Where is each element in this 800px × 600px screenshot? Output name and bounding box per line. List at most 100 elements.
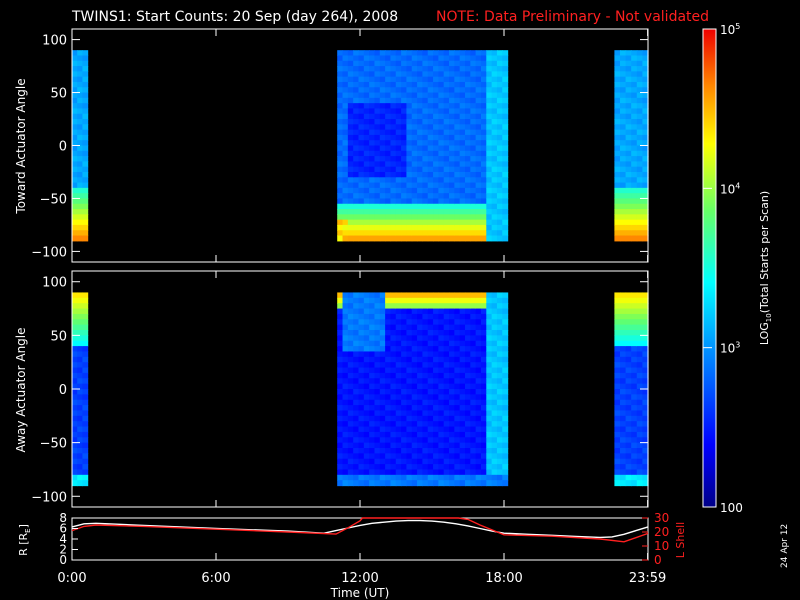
heatmap-cell [475, 356, 482, 363]
heatmap-cell [337, 193, 344, 200]
heatmap-cell [358, 108, 365, 115]
heatmap-cell [363, 346, 370, 353]
heatmap-cell [401, 81, 408, 88]
heatmap-cell [459, 66, 466, 72]
heatmap-cell [465, 198, 471, 205]
heatmap-cell [401, 330, 408, 336]
heatmap-cell [631, 469, 638, 476]
heatmap-cell [636, 81, 643, 88]
heatmap-cell [342, 219, 349, 226]
heatmap-cell [636, 421, 643, 428]
heatmap-cell [82, 124, 89, 131]
heatmap-cell [395, 426, 402, 433]
heatmap-cell [475, 113, 482, 120]
heatmap-cell [433, 108, 439, 115]
heatmap-cell [620, 308, 627, 315]
heatmap-cell [475, 156, 482, 162]
heatmap-cell [470, 108, 477, 115]
heatmap-cell [433, 224, 439, 231]
heatmap-cell [385, 480, 392, 487]
heatmap-cell [427, 203, 434, 210]
heatmap-cell [390, 319, 397, 326]
heatmap-cell [379, 81, 386, 88]
heatmap-cell [502, 383, 509, 390]
heatmap-cell [77, 124, 83, 131]
heatmap-cell [502, 431, 509, 438]
heatmap-cell [480, 209, 487, 215]
heatmap-cell [496, 474, 503, 481]
heatmap-cell [395, 308, 402, 315]
heatmap-cell [433, 340, 439, 347]
heatmap-cell [347, 335, 354, 342]
heatmap-cell [347, 193, 354, 200]
heatmap-cell [465, 297, 471, 304]
heatmap-cell [625, 324, 632, 331]
heatmap-cell [358, 177, 365, 184]
heatmap-cell [631, 87, 638, 94]
heatmap-cell [486, 235, 493, 242]
heatmap-cell [620, 426, 627, 433]
heatmap-cell [433, 119, 439, 125]
heatmap-cell [470, 335, 477, 342]
heatmap-cell [433, 87, 439, 94]
heatmap-cell [438, 469, 445, 476]
heatmap-cell [379, 453, 386, 460]
heatmap-cell [470, 319, 477, 326]
heatmap-cell [77, 453, 83, 460]
heatmap-cell [395, 134, 402, 141]
heatmap-cell [480, 124, 487, 131]
heatmap-cell [401, 480, 408, 487]
heatmap-cell [390, 367, 397, 374]
heatmap-cell [443, 76, 450, 83]
heatmap-cell [614, 219, 621, 226]
heatmap-cell [417, 351, 423, 358]
heatmap-cell [358, 340, 365, 347]
heatmap-cell [342, 442, 349, 449]
heatmap-cell [337, 340, 344, 347]
heatmap-cell [470, 330, 477, 336]
heatmap-cell [636, 182, 643, 189]
heatmap-cell [337, 66, 344, 72]
heatmap-cell [379, 182, 386, 189]
heatmap-cell [454, 442, 461, 449]
heatmap-cell [395, 437, 402, 444]
heatmap-cell [82, 378, 89, 385]
heatmap-cell [406, 469, 413, 476]
x-tick-label: 12:00 [341, 571, 378, 586]
heatmap-cell [369, 431, 376, 438]
heatmap-cell [422, 50, 429, 57]
heatmap-cell [454, 464, 461, 471]
heatmap-cell [353, 351, 360, 358]
heatmap-cell [401, 113, 408, 120]
heatmap-cell [369, 383, 376, 390]
heatmap-cell [486, 145, 493, 152]
heatmap-cell [642, 230, 649, 237]
heatmap-cell [620, 50, 627, 57]
heatmap-cell [636, 448, 643, 454]
heatmap-cell [369, 297, 376, 304]
heatmap-cell [459, 81, 466, 88]
heatmap-cell [443, 319, 450, 326]
heatmap-cell [642, 76, 649, 83]
heatmap-cell [486, 108, 493, 115]
heatmap-cell [390, 464, 397, 471]
heatmap-cell [395, 464, 402, 471]
heatmap-cell [385, 134, 392, 141]
heatmap-cell [625, 346, 632, 353]
heatmap-cell [385, 81, 392, 88]
heatmap-cell [342, 340, 349, 347]
heatmap-cell [358, 124, 365, 131]
heatmap-cell [411, 453, 418, 460]
heatmap-cell [433, 97, 439, 104]
heatmap-cell [337, 437, 344, 444]
heatmap-cell [417, 410, 423, 417]
heatmap-cell [631, 182, 638, 189]
heatmap-cell [443, 464, 450, 471]
heatmap-cell [82, 453, 89, 460]
heatmap-cell [369, 140, 376, 147]
heatmap-cell [82, 76, 89, 83]
heatmap-cell [636, 303, 643, 310]
heatmap-cell [454, 124, 461, 131]
heatmap-cell [337, 324, 344, 331]
heatmap-cell [411, 119, 418, 125]
